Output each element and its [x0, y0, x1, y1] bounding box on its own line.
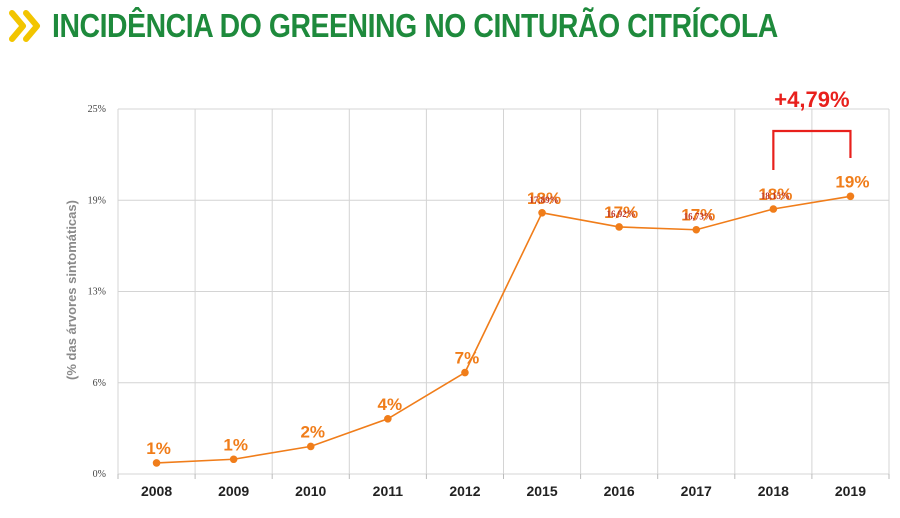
x-tick-label: 2012 — [449, 483, 480, 499]
data-label: 17% — [681, 206, 715, 225]
data-label: 2% — [300, 422, 325, 441]
data-label: 18% — [527, 189, 561, 208]
y-tick-label: 13% — [88, 287, 106, 298]
data-point — [615, 223, 623, 231]
y-tick-label: 6% — [93, 378, 106, 389]
data-point — [229, 455, 238, 464]
x-axis-ticks: 2008 2009 2010 2011 2012 2015 2016 2017 2018 2019 — [141, 483, 866, 499]
double-chevron-right-icon — [9, 10, 40, 42]
data-point — [461, 368, 469, 377]
x-tick-label: 2010 — [295, 483, 326, 499]
data-point — [306, 442, 315, 451]
page-title: INCIDÊNCIA DO GREENING NO CINTURÃO CITRÍ… — [52, 7, 778, 44]
data-point — [152, 459, 161, 467]
data-point — [769, 205, 778, 213]
data-label: 7% — [455, 349, 480, 368]
data-label-secondary: 17,89% — [529, 195, 558, 205]
x-tick-label: 2016 — [604, 483, 635, 499]
data-label-secondary: 18,15% — [761, 191, 790, 201]
series-line — [156, 195, 851, 464]
series-line-group: 1% 1%2%4%7%18%17,89%17%16,92% 17%16,73%18%… — [146, 172, 869, 467]
y-tick-label: 19% — [88, 195, 106, 206]
data-label-secondary: 16,73% — [684, 212, 713, 222]
title-row: INCIDÊNCIA DO GREENING NO CINTURÃO CITRÍ… — [8, 6, 896, 46]
data-label: 17% — [604, 203, 638, 222]
x-tick-label: 2008 — [141, 483, 172, 499]
data-label-secondary: 16,92% — [607, 209, 636, 219]
annotation-label: +4,79% — [774, 87, 849, 112]
data-label: 1% — [223, 435, 248, 454]
data-point — [846, 192, 855, 201]
x-tick-label: 2009 — [218, 483, 249, 499]
y-tick-label: 0% — [93, 469, 106, 480]
x-tick-label: 2018 — [758, 483, 789, 499]
data-point — [538, 209, 546, 217]
y-axis-ticks: 0% 6% 13% 19% 25% — [88, 104, 106, 480]
data-label: 19% — [835, 172, 869, 191]
annotation-bracket — [772, 129, 852, 170]
data-label: 1% — [146, 439, 171, 458]
x-tick-label: 2011 — [373, 483, 404, 499]
x-tick-label: 2015 — [526, 483, 557, 499]
x-tick-label: 2017 — [681, 483, 712, 499]
y-axis-label: (% das árvores sintomáticas) — [64, 200, 79, 380]
x-tick-label: 2019 — [835, 483, 866, 499]
chart-grid — [117, 108, 890, 479]
data-label: 18% — [758, 185, 792, 204]
difference-annotation: +4,79% — [772, 87, 852, 170]
data-label: 4% — [378, 395, 403, 414]
data-point — [384, 415, 392, 423]
data-point — [692, 225, 701, 234]
y-tick-label: 25% — [88, 104, 106, 115]
